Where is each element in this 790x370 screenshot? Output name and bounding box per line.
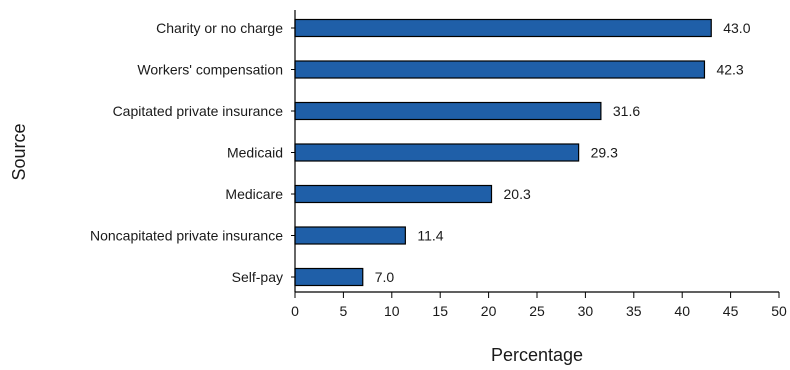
bar — [294, 226, 406, 245]
category-label: Medicaid — [227, 145, 283, 161]
value-label: 7.0 — [375, 269, 395, 285]
x-tick-label: 10 — [384, 303, 400, 319]
category-label: Medicare — [225, 186, 283, 202]
bar — [294, 18, 712, 38]
x-tick-label: 30 — [578, 303, 594, 319]
x-tick-label: 20 — [481, 303, 497, 319]
x-tick-label: 35 — [626, 303, 642, 319]
bars-group — [294, 18, 712, 287]
bar — [294, 101, 602, 121]
x-tick-label: 15 — [432, 303, 448, 319]
x-tick-label: 40 — [674, 303, 690, 319]
bar — [294, 143, 580, 162]
value-label: 20.3 — [504, 186, 531, 202]
category-label: Capitated private insurance — [113, 103, 284, 119]
x-axis-title: Percentage — [491, 345, 583, 365]
category-label: Noncapitated private insurance — [90, 228, 283, 244]
bar — [294, 184, 493, 204]
x-ticks-group: 0 5 10 15 20 25 30 35 40 45 50 — [291, 27, 787, 319]
x-tick-label: 50 — [771, 303, 787, 319]
x-tick-label: 5 — [340, 303, 348, 319]
x-tick-label: 45 — [723, 303, 739, 319]
value-label: 31.6 — [613, 103, 640, 119]
bar — [294, 267, 364, 287]
category-labels-group: Charity or no charge Workers' compensatio… — [90, 20, 283, 285]
category-label: Self-pay — [232, 269, 283, 285]
value-label: 11.4 — [417, 228, 443, 244]
value-label: 42.3 — [716, 62, 743, 78]
x-tick-label: 0 — [291, 303, 299, 319]
category-label: Workers' compensation — [137, 62, 283, 78]
y-axis-title: Source — [9, 123, 29, 180]
value-label: 29.3 — [591, 145, 618, 161]
value-label: 43.0 — [723, 20, 750, 36]
bar — [294, 60, 706, 79]
value-labels-group: 43.0 42.3 31.6 29.3 20.3 11.4 7.0 — [375, 20, 751, 285]
x-tick-label: 25 — [529, 303, 545, 319]
category-label: Charity or no charge — [156, 20, 283, 36]
